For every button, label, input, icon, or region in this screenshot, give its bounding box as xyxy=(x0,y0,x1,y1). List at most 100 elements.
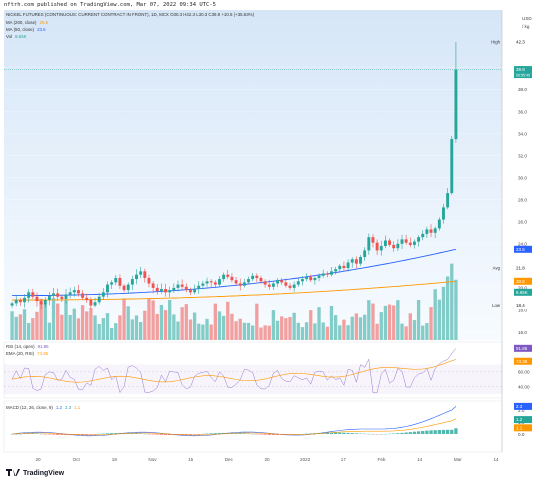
candle-body xyxy=(433,228,437,233)
volume-bar xyxy=(416,300,421,340)
candle-body xyxy=(338,265,342,270)
volume-bar xyxy=(68,314,72,340)
price-tick-label: 20.0 xyxy=(518,286,527,291)
macd-histogram-bar xyxy=(168,434,172,436)
volume-bar xyxy=(97,323,101,340)
volume-bar xyxy=(329,305,334,340)
volume-bar xyxy=(441,286,446,340)
volume-bar xyxy=(296,322,300,340)
tradingview-footer[interactable]: TradingView xyxy=(6,468,64,478)
macd-tag-2-bg xyxy=(514,416,532,424)
candle-body xyxy=(27,292,31,298)
candle-body xyxy=(118,277,122,286)
legend-title: NICKEL FUTURES (CONTINUOUS: CURRENT CONT… xyxy=(6,12,255,17)
volume-bar xyxy=(47,322,52,340)
macd-histogram-bar xyxy=(441,429,446,434)
volume-bar xyxy=(151,300,155,340)
volume-bar xyxy=(109,327,114,340)
macd-histogram-bar xyxy=(109,433,114,434)
x-tick-label: 2022 xyxy=(300,457,311,462)
volume-bar xyxy=(363,314,367,340)
candle-body xyxy=(454,69,458,140)
volume-tag: 8.65K xyxy=(516,290,528,295)
volume-bar xyxy=(292,312,296,340)
volume-bar xyxy=(321,322,325,340)
high-label: High xyxy=(491,40,500,45)
candle-body xyxy=(180,284,184,287)
candle-body xyxy=(72,290,76,293)
candle-body xyxy=(259,277,263,282)
volume-bar xyxy=(392,305,396,340)
macd-tick-label: 0.0 xyxy=(518,432,525,437)
tradingview-logo-icon xyxy=(6,468,20,478)
legend-ma200: MA (200, close) 20.6 xyxy=(6,20,49,25)
volume-bar xyxy=(159,304,164,340)
volume-bar xyxy=(85,311,89,340)
macd-histogram-bar xyxy=(213,433,217,434)
volume-bar xyxy=(18,314,23,340)
volume-bar xyxy=(139,321,143,340)
candle-body xyxy=(255,275,259,278)
macd-histogram-bar xyxy=(400,432,404,434)
macd-histogram-bar xyxy=(350,433,354,434)
volume-bar xyxy=(184,304,188,340)
legend-ma50: MA (50, close) 23.5 xyxy=(6,27,46,32)
volume-bar xyxy=(346,325,350,340)
volume-bar xyxy=(201,324,205,340)
volume-bar xyxy=(122,298,126,340)
macd-histogram-bar xyxy=(267,434,271,435)
candle-body xyxy=(417,237,421,242)
macd-histogram-bar xyxy=(346,432,350,434)
volume-bar xyxy=(371,303,375,340)
macd-histogram-bar xyxy=(342,432,346,434)
volume-bar xyxy=(114,323,118,340)
volume-bar xyxy=(259,327,263,340)
candle-body xyxy=(110,282,114,285)
volume-bar xyxy=(126,306,130,340)
avg-value-tag-bg xyxy=(514,264,532,272)
macd-histogram-bar xyxy=(209,433,213,434)
candle-body xyxy=(296,281,300,285)
volume-bar xyxy=(14,316,18,340)
candle-body xyxy=(247,279,250,283)
price-tick-label: 18.0 xyxy=(518,308,527,313)
volume-bar xyxy=(197,323,201,340)
volume-bar xyxy=(246,322,251,340)
candle-body xyxy=(425,229,429,234)
volume-bar xyxy=(27,323,31,340)
candle-body xyxy=(280,280,284,283)
macd-histogram-bar xyxy=(64,434,68,436)
macd-histogram-bar xyxy=(234,433,238,434)
x-tick-label: Feb xyxy=(378,457,386,462)
x-tick-label: Oct xyxy=(73,457,81,462)
candle-body xyxy=(43,300,47,305)
candle-body xyxy=(89,300,93,306)
macd-histogram-bar xyxy=(313,433,317,434)
currency-label: USD xyxy=(522,16,532,21)
price-tick-label: 28.0 xyxy=(518,197,527,202)
volume-bar xyxy=(400,323,404,340)
macd-histogram-bar xyxy=(333,432,338,434)
macd-histogram-bar xyxy=(27,433,31,434)
macd-histogram-bar xyxy=(450,429,454,434)
rsi-tick-label: 60.00 xyxy=(518,370,530,375)
macd-histogram-bar xyxy=(85,434,89,435)
volume-bar xyxy=(35,311,39,340)
candle-body xyxy=(81,293,85,298)
volume-bar xyxy=(168,299,172,340)
candle-body xyxy=(164,288,168,293)
candle-body xyxy=(135,274,138,280)
candle-body xyxy=(143,271,147,278)
x-tick-label: 14 xyxy=(417,457,423,462)
volume-bar xyxy=(375,323,379,340)
candle-body xyxy=(404,239,408,243)
candle-body xyxy=(18,300,22,303)
low-value-tag: 18.4 xyxy=(516,303,525,308)
macd-histogram-bar xyxy=(242,433,247,434)
macd-histogram-bar xyxy=(188,434,193,435)
macd-histogram-bar xyxy=(159,434,164,435)
candle-body xyxy=(271,283,275,287)
volume-bar xyxy=(367,300,371,340)
volume-bar xyxy=(304,322,309,340)
